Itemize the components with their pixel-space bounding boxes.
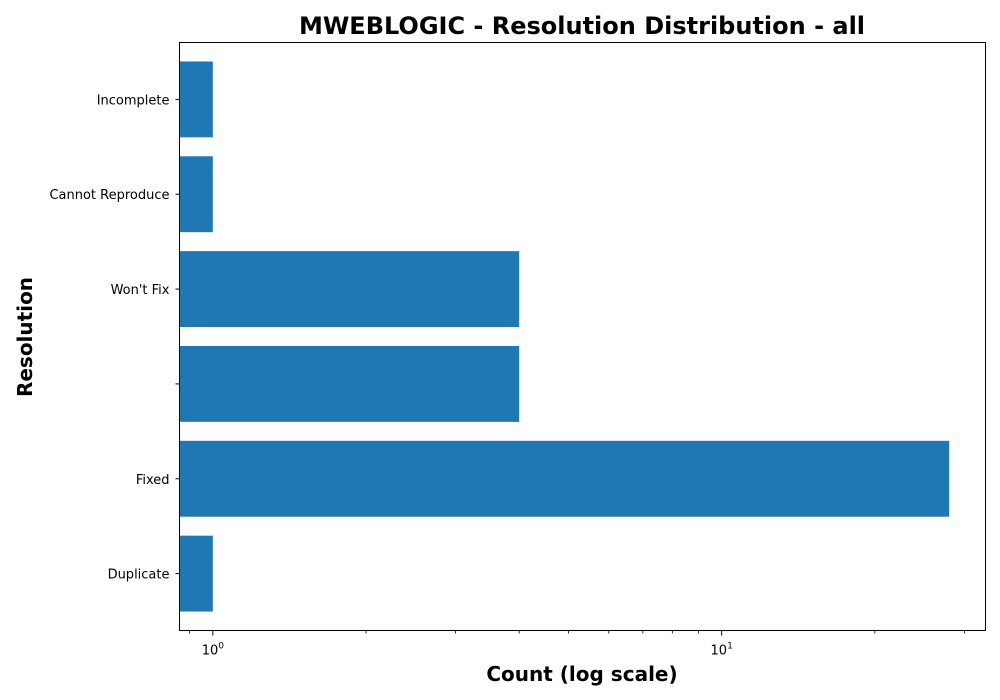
y-tick-label: Duplicate	[108, 568, 170, 583]
y-tick-label: Incomplete	[97, 93, 170, 108]
y-tick-label: Fixed	[136, 473, 170, 488]
bar	[179, 251, 520, 328]
x-tick-label: 101	[711, 642, 733, 659]
plot-frame	[179, 42, 986, 631]
x-ticks-group: 100 101	[189, 630, 965, 659]
x-tick-label: 100	[202, 642, 225, 659]
y-axis-label: Resolution	[13, 277, 37, 397]
y-tick-label: Won't Fix	[111, 283, 170, 298]
bars-group	[179, 61, 950, 612]
bar	[179, 535, 213, 612]
bar	[179, 345, 520, 422]
x-axis-label: Count (log scale)	[486, 662, 677, 686]
bar	[179, 156, 213, 233]
bar	[179, 61, 213, 138]
chart-title: MWEBLOGIC - Resolution Distribution - al…	[299, 12, 865, 40]
bar	[179, 440, 950, 517]
y-tick-label: Cannot Reproduce	[49, 188, 169, 203]
y-ticks-group: Duplicate Fixed Won't Fix Cannot Reproduce I…	[49, 93, 180, 583]
